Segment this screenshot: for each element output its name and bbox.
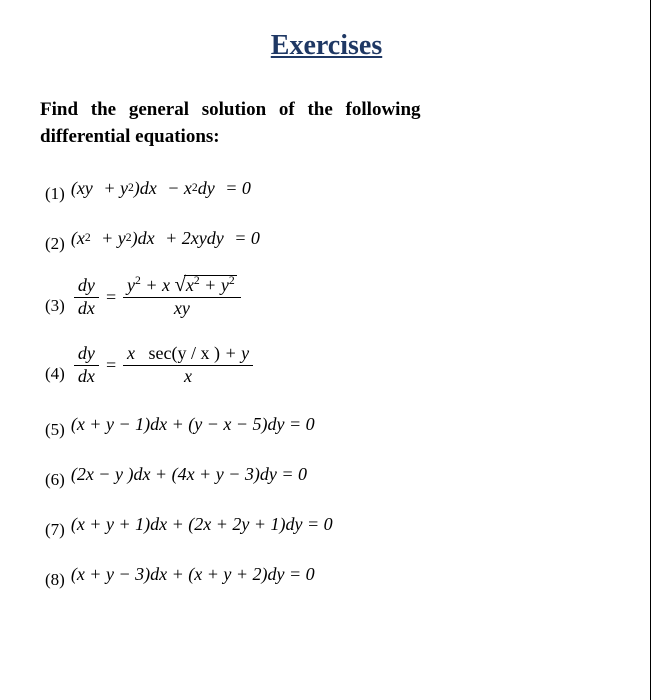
frac-top: y2 + x √ x2 + y2 (123, 275, 241, 298)
equation-5-math: (x + y − 1)dx + (y − x − 5)dy = 0 (71, 414, 315, 435)
equals: = (105, 355, 117, 376)
eq1-part5: dy (198, 178, 215, 199)
equation-number-3: (3) (45, 296, 65, 326)
equation-2: (2) (x2 + y2 )dx + 2xydy = 0 (45, 218, 613, 258)
eq4-num-p1: x (127, 343, 135, 363)
frac-top: dy (74, 275, 99, 298)
sqrt-p2: + y (204, 275, 229, 295)
equation-1: (1) (xy + y2 )dx − x2 dy = 0 (45, 168, 613, 208)
frac-top: x sec(y / x ) + y (123, 343, 253, 366)
eq2-part3: )dx (132, 228, 155, 249)
frac-bot: dx (74, 298, 99, 320)
equation-7: (7) (x + y + 1)dx + (2x + 2y + 1)dy = 0 (45, 504, 613, 544)
eq4-rhs: x sec(y / x ) + y x (123, 343, 253, 387)
sqrt-p1: x (186, 275, 194, 295)
frac-top: dy (74, 343, 99, 366)
equation-4: (4) dy dx = x sec(y / x ) + y x (45, 336, 613, 394)
sup: 2 (229, 274, 235, 287)
instruction-text: Find the general solution of the followi… (40, 97, 613, 150)
sqrt: √ x2 + y2 (174, 275, 236, 296)
eq3-rhs: y2 + x √ x2 + y2 xy (123, 275, 241, 319)
equation-number-6: (6) (45, 470, 65, 494)
equation-2-math: (x2 + y2 )dx + 2xydy = 0 (71, 228, 260, 249)
equation-6-math: (2x − y )dx + (4x + y − 3)dy = 0 (71, 464, 307, 485)
sup: 2 (194, 274, 200, 287)
sqrt-body: x2 + y2 (184, 275, 237, 296)
equation-7-math: (x + y + 1)dx + (2x + 2y + 1)dy = 0 (71, 514, 333, 535)
equations-list: (1) (xy + y2 )dx − x2 dy = 0 (2) (x2 + y… (40, 168, 613, 594)
eq-zero: = 0 (225, 178, 251, 199)
frac-bot: dx (74, 366, 99, 388)
eq4-num-p2: + y (224, 343, 249, 363)
eq3-num-p2: + x (145, 275, 170, 295)
eq1-part4: − x (167, 178, 192, 199)
eq1-part1: (xy (71, 178, 93, 199)
equation-1-math: (xy + y2 )dx − x2 dy = 0 (71, 178, 251, 199)
frac-bot: x (180, 366, 196, 388)
eq3-dydx: dy dx (74, 275, 99, 319)
eq3-num-p1: y (127, 275, 135, 295)
equation-6: (6) (2x − y )dx + (4x + y − 3)dy = 0 (45, 454, 613, 494)
instruction-line-1: Find the general solution of the followi… (40, 99, 421, 120)
eq2-part1: (x (71, 228, 85, 249)
equation-8-math: (x + y − 3)dx + (x + y + 2)dy = 0 (71, 564, 315, 585)
equation-number-2: (2) (45, 234, 65, 258)
page-border (650, 0, 651, 700)
eq1-part3: )dx (134, 178, 157, 199)
eq2-part2: + y (101, 228, 126, 249)
equation-number-4: (4) (45, 364, 65, 394)
frac-bot: xy (170, 298, 194, 320)
equals: = (105, 287, 117, 308)
equation-5: (5) (x + y − 1)dx + (y − x − 5)dy = 0 (45, 404, 613, 444)
sup: 2 (135, 274, 141, 287)
equation-3: (3) dy dx = y2 + x √ x2 + y2 (45, 268, 613, 326)
eq4-sec: sec(y / x ) (148, 343, 219, 363)
equation-number-7: (7) (45, 520, 65, 544)
eq4-dydx: dy dx (74, 343, 99, 387)
equation-4-math: dy dx = x sec(y / x ) + y x (71, 343, 256, 387)
equation-number-1: (1) (45, 184, 65, 208)
equation-3-math: dy dx = y2 + x √ x2 + y2 xy (71, 275, 244, 319)
eq2-part4: + 2xydy (165, 228, 224, 249)
equation-8: (8) (x + y − 3)dx + (x + y + 2)dy = 0 (45, 554, 613, 594)
eq1-part2: + y (103, 178, 128, 199)
equation-number-8: (8) (45, 570, 65, 594)
instruction-line-2: differential equations: (40, 126, 220, 147)
equation-number-5: (5) (45, 420, 65, 444)
eq-zero: = 0 (234, 228, 260, 249)
page-title: Exercises (40, 30, 613, 62)
